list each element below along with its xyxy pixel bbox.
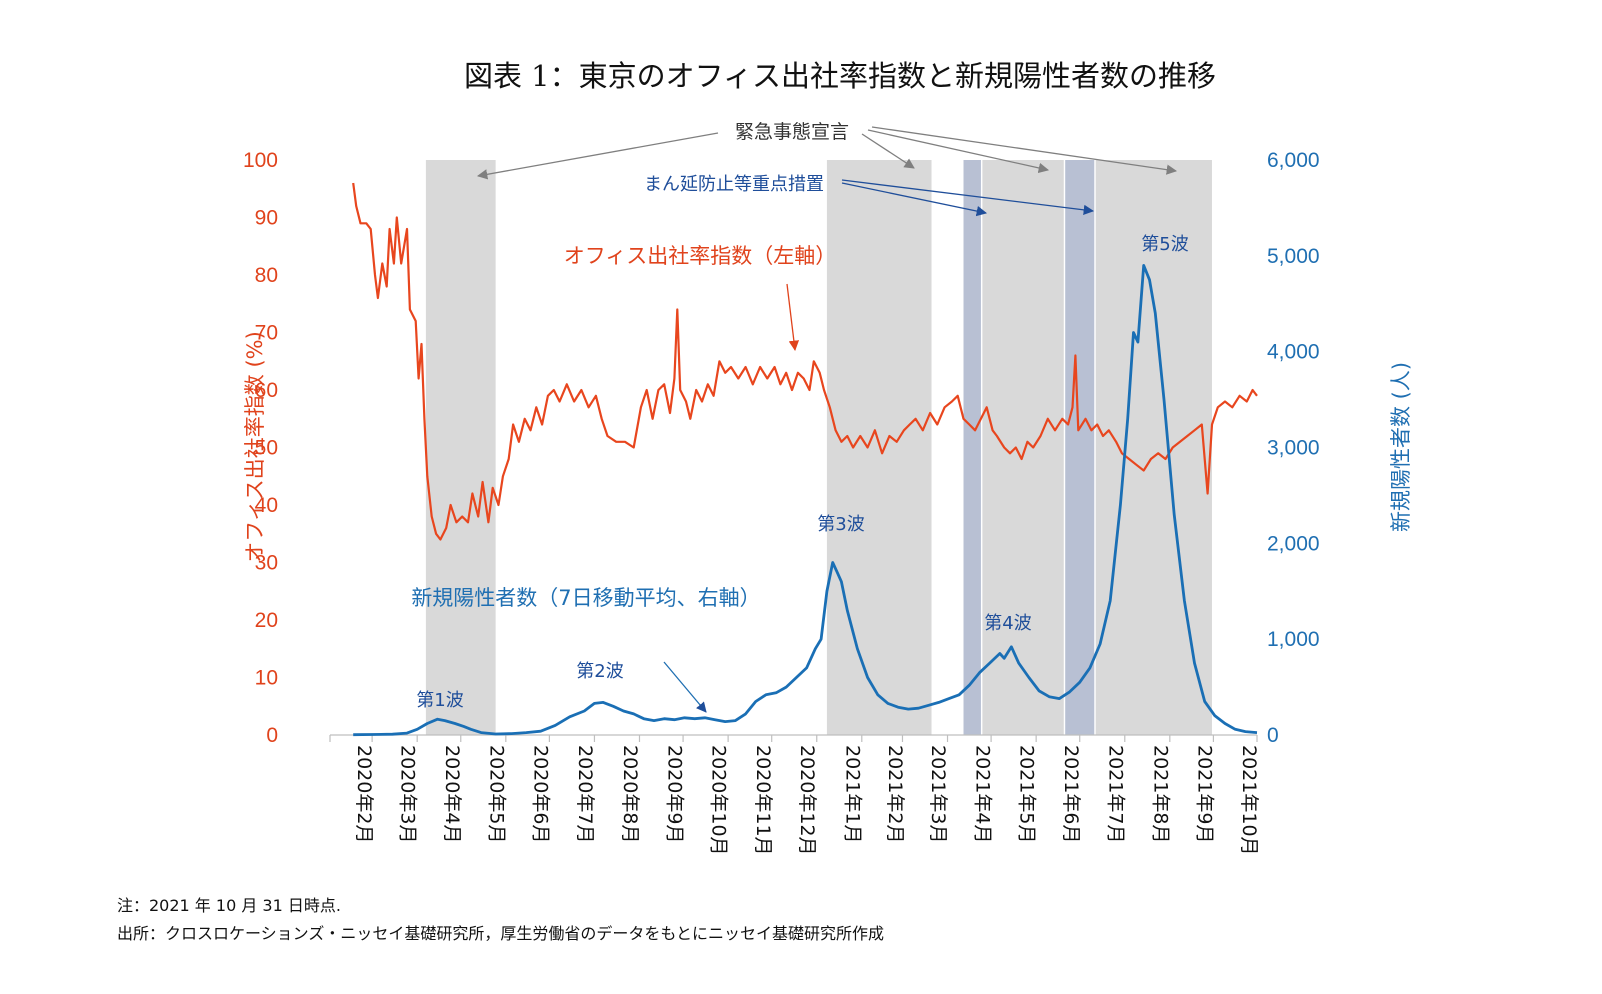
axes: 0 10 20 30 40 50 60 70 80 90 100 0 1,000 2,000 3,000 4,… [243, 149, 1413, 856]
y-right-tick-label: 5,000 [1267, 245, 1320, 268]
x-tick-label: 2020年3月 [397, 745, 419, 843]
x-tick-label: 2021年1月 [841, 745, 863, 843]
cases-series-label: 新規陽性者数（7日移動平均、右軸） [411, 586, 760, 610]
chart-source: 出所：クロスロケーションズ・ニッセイ基礎研究所，厚生労働省のデータをもとにニッセ… [117, 924, 885, 943]
emergency-arrow-4 [871, 126, 1178, 175]
y-left-tick-label: 70 [255, 322, 278, 345]
x-tick-label: 2021年3月 [927, 745, 949, 843]
series-lines [352, 182, 1258, 737]
x-tick-label: 2021年9月 [1194, 745, 1216, 843]
x-tick-label: 2020年4月 [441, 745, 463, 843]
annotation-office: オフィス出社率指数（左軸） [564, 244, 837, 352]
x-tick-label: 2020年12月 [796, 745, 818, 856]
emergency-label: 緊急事態宣言 [735, 121, 849, 143]
y-right-tick-label: 0 [1267, 724, 1279, 747]
office-series-label: オフィス出社率指数（左軸） [564, 244, 837, 268]
emergency-band-1 [425, 160, 496, 735]
cases-arrow [663, 661, 707, 713]
office-arrow [786, 283, 800, 352]
wave-3-label: 第3波 [817, 514, 864, 535]
emergency-arrow-1 [476, 132, 719, 180]
y-left-tick-label: 0 [266, 724, 278, 747]
annotation-cases: 新規陽性者数（7日移動平均、右軸） [411, 586, 761, 713]
y-right-axis-label: 新規陽性者数 (人) [1389, 362, 1413, 532]
x-tick-label: 2021年5月 [1016, 745, 1038, 843]
emergency-band-4 [1095, 160, 1212, 735]
x-tick-label: 2020年5月 [485, 745, 507, 843]
y-right-tick-label: 1,000 [1267, 628, 1320, 651]
y-right-tick-label: 3,000 [1267, 437, 1320, 460]
x-tick-label: 2021年4月 [971, 745, 993, 843]
emergency-band-3 [982, 160, 1064, 735]
y-right-tick-label: 6,000 [1267, 149, 1320, 172]
y-left-tick-label: 60 [255, 379, 278, 402]
wave-4-label: 第4波 [984, 613, 1031, 634]
x-tick-label: 2020年2月 [353, 745, 375, 843]
emergency-arrow-3 [867, 129, 1050, 174]
emergency-arrow-2 [861, 133, 915, 169]
y-left-tick-label: 20 [255, 609, 278, 632]
y-left-tick-label: 10 [255, 667, 278, 690]
y-right-tick-label: 4,000 [1267, 341, 1320, 364]
x-tick-label: 2020年7月 [574, 745, 596, 843]
y-left-tick-label: 30 [255, 552, 278, 575]
x-tick-label: 2021年2月 [884, 745, 906, 843]
priority-arrow-2 [841, 179, 1095, 216]
x-tick-label: 2020年11月 [752, 745, 774, 856]
x-tick-label: 2021年7月 [1104, 745, 1126, 843]
x-tick-label: 2021年6月 [1060, 745, 1082, 843]
y-left-axis-label: オフィス出社率指数 (%) [243, 331, 267, 563]
x-tick-label: 2020年6月 [530, 745, 552, 843]
wave-2-label: 第2波 [576, 661, 623, 682]
annotation-emergency: 緊急事態宣言 [476, 121, 1178, 180]
y-left-tick-label: 90 [255, 207, 278, 230]
wave-labels: 第1波 第2波 第3波 第4波 第5波 [416, 234, 1188, 711]
office-index-line [352, 182, 1258, 541]
chart-note: 注：2021 年 10 月 31 日時点. [117, 896, 341, 915]
new-cases-line [353, 263, 1258, 737]
wave-1-label: 第1波 [416, 690, 463, 711]
x-tick-label: 2021年10月 [1238, 745, 1260, 856]
y-left-tick-label: 80 [255, 264, 278, 287]
priority-label: まん延防止等重点措置 [644, 174, 824, 195]
x-tick-label: 2021年8月 [1149, 745, 1171, 843]
chart-title: 図表 1：東京のオフィス出社率指数と新規陽性者数の推移 [464, 59, 1216, 93]
priority-arrow-1 [841, 182, 988, 217]
priority-band-2 [1065, 160, 1095, 735]
x-tick-label: 2020年10月 [708, 745, 730, 856]
x-tick-label: 2020年9月 [663, 745, 685, 843]
wave-5-label: 第5波 [1141, 234, 1188, 255]
annotation-priority: まん延防止等重点措置 [644, 174, 1095, 217]
priority-band-1 [963, 160, 981, 735]
y-right-tick-label: 2,000 [1267, 532, 1320, 555]
x-tick-label: 2020年8月 [619, 745, 641, 843]
y-left-tick-label: 40 [255, 494, 278, 517]
y-left-tick-label: 100 [243, 149, 278, 172]
y-left-tick-label: 50 [255, 437, 278, 460]
